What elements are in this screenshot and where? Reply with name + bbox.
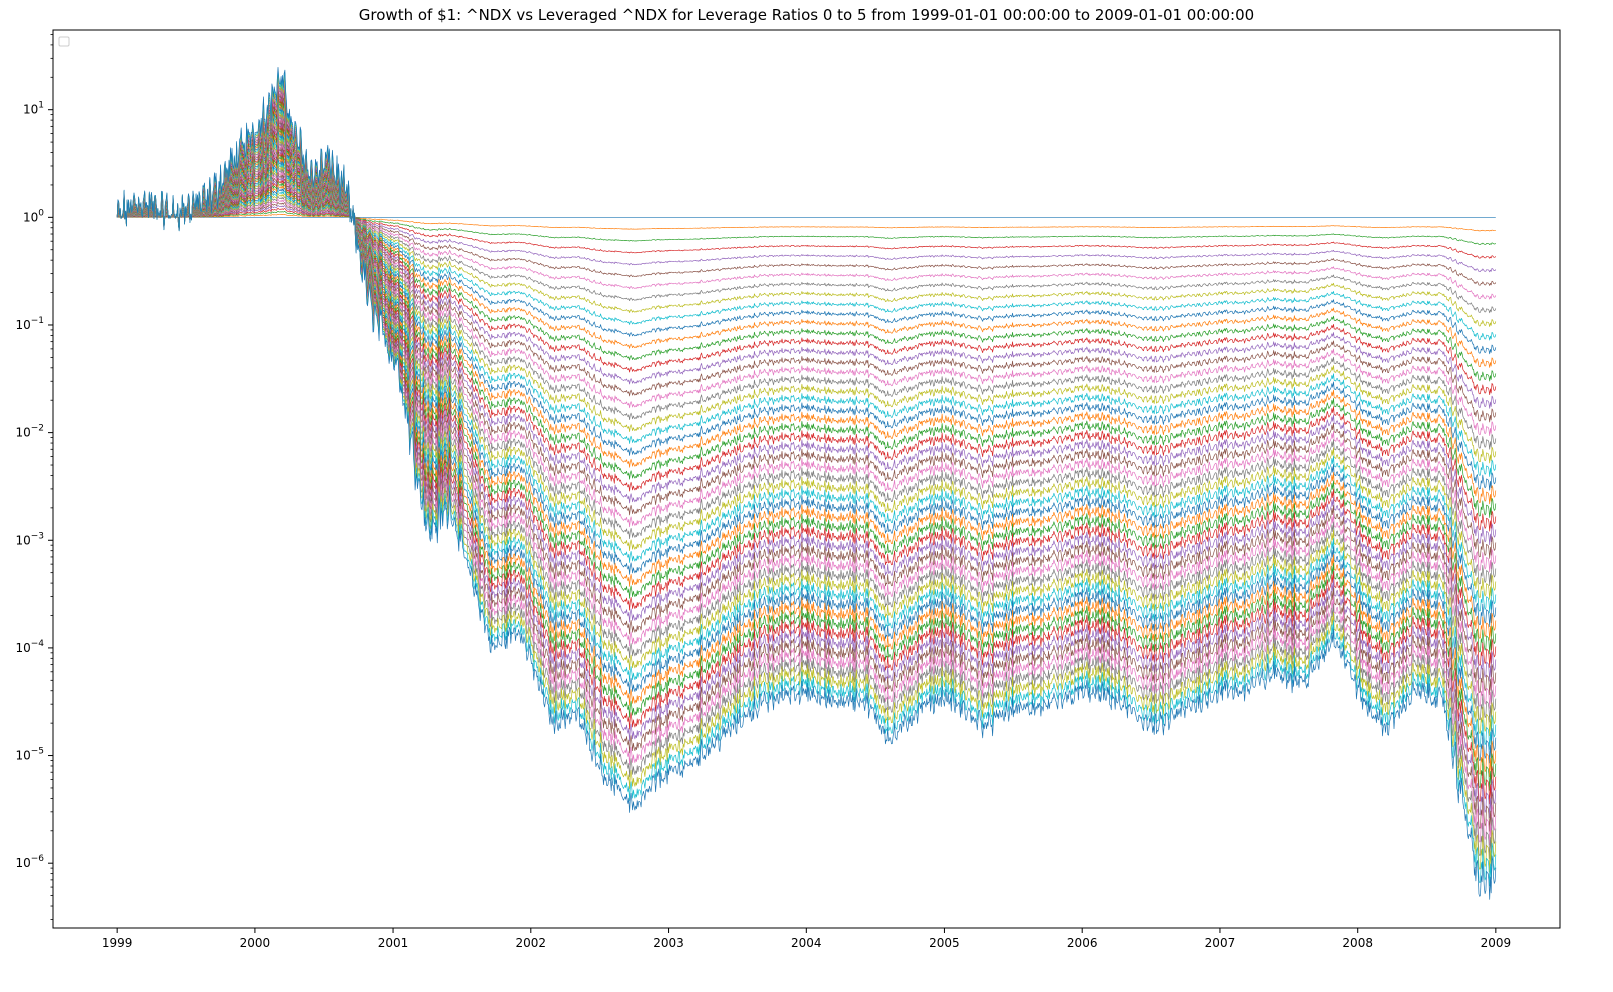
y-tick-label: 10−3 <box>15 531 44 547</box>
series-line <box>116 210 1497 245</box>
x-axis: 1999 2000 2001 2002 2003 2004 2005 2006 2007 2008… <box>102 928 1511 950</box>
x-tick-label: 2003 <box>653 936 684 950</box>
y-axis: 101 100 10−1 10−2 10−3 10−4 10−5 10−6 <box>15 34 53 920</box>
x-tick-label: 2008 <box>1342 936 1373 950</box>
series-line <box>116 66 1497 900</box>
chart-title: Growth of $1: ^NDX vs Leveraged ^NDX for… <box>358 6 1255 24</box>
series-layer <box>116 66 1497 900</box>
y-tick-label: 100 <box>23 208 44 224</box>
y-tick-label: 10−1 <box>15 316 44 332</box>
x-tick-label: 2002 <box>516 936 547 950</box>
x-tick-label: 2005 <box>929 936 960 950</box>
x-tick-label: 2007 <box>1205 936 1236 950</box>
x-tick-label: 2000 <box>240 936 271 950</box>
series-line <box>117 213 1496 232</box>
y-tick-label: 101 <box>23 101 44 117</box>
x-tick-label: 2009 <box>1481 936 1512 950</box>
series-line <box>116 201 1497 286</box>
y-tick-label: 10−6 <box>15 854 44 870</box>
series-line <box>116 156 1497 491</box>
y-tick-label: 10−5 <box>15 747 44 763</box>
legend-box <box>58 36 70 47</box>
x-tick-label: 2004 <box>791 936 822 950</box>
series-line <box>116 207 1497 259</box>
x-tick-label: 2006 <box>1067 936 1098 950</box>
x-tick-label: 1999 <box>102 936 133 950</box>
y-tick-label: 10−2 <box>15 424 44 440</box>
x-tick-label: 2001 <box>378 936 409 950</box>
y-tick-label: 10−4 <box>15 639 44 655</box>
